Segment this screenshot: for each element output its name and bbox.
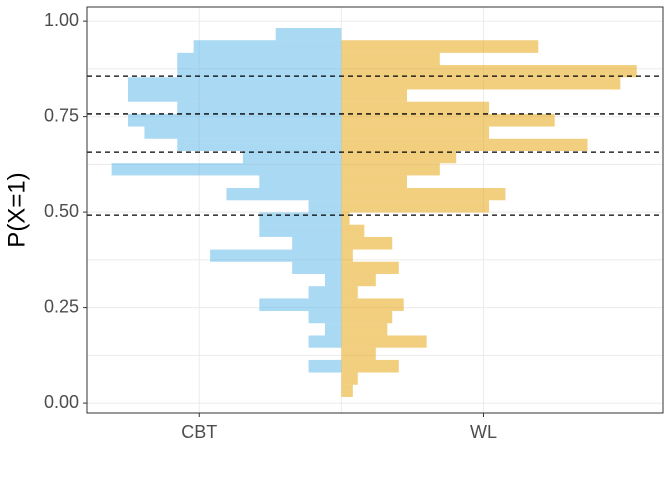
- bar: [341, 384, 353, 397]
- bar: [341, 65, 637, 78]
- bar: [341, 150, 457, 164]
- bar: [308, 335, 342, 348]
- bar: [292, 236, 342, 250]
- bar: [177, 101, 342, 114]
- bar: [341, 89, 407, 102]
- bar: [259, 175, 342, 189]
- y-tick-label: 0.25: [44, 296, 79, 316]
- bar: [210, 249, 342, 262]
- bar: [308, 311, 342, 324]
- bar: [128, 89, 342, 102]
- bar: [341, 126, 490, 139]
- bar: [341, 298, 404, 312]
- y-axis-label: P(X=1): [3, 172, 30, 247]
- bar: [341, 224, 365, 237]
- bar: [341, 311, 393, 324]
- bar: [308, 286, 342, 299]
- bar: [341, 335, 427, 348]
- bar: [128, 113, 342, 127]
- bar: [324, 323, 342, 336]
- bar: [341, 175, 407, 189]
- bar: [341, 273, 376, 287]
- bar: [341, 200, 490, 213]
- bar: [275, 28, 342, 41]
- bar: [341, 372, 358, 385]
- bar: [341, 113, 555, 127]
- y-tick-label: 1.00: [44, 10, 79, 30]
- bar: [128, 77, 342, 90]
- bar: [292, 261, 342, 274]
- y-tick-label: 0.50: [44, 201, 79, 221]
- bar: [177, 52, 342, 66]
- y-tick-label: 0.75: [44, 105, 79, 125]
- bar: [193, 40, 342, 53]
- bar: [341, 323, 388, 336]
- bar: [259, 212, 342, 225]
- x-tick-label: WL: [470, 422, 497, 442]
- bar: [177, 138, 342, 151]
- bar: [341, 261, 399, 274]
- bar: [308, 359, 342, 373]
- bar: [259, 298, 342, 312]
- bar: [341, 359, 399, 373]
- bar: [341, 188, 506, 201]
- bar: [341, 138, 588, 151]
- bar: [341, 101, 490, 114]
- bar: [341, 286, 358, 299]
- bar: [259, 224, 342, 237]
- bar: [341, 52, 440, 66]
- bar: [341, 77, 621, 90]
- panel-border: [86, 6, 664, 414]
- y-tick-label: 0.00: [44, 392, 79, 412]
- bar: [341, 212, 350, 225]
- bar: [308, 200, 342, 213]
- bar: [341, 236, 393, 250]
- bar: [111, 163, 342, 176]
- bar: [341, 347, 376, 360]
- bar: [144, 126, 342, 139]
- bar: [341, 163, 440, 176]
- bar: [226, 188, 342, 201]
- bar: [324, 273, 342, 287]
- bar: [177, 65, 342, 78]
- bar: [242, 150, 342, 164]
- bar: [341, 40, 539, 53]
- x-tick-label: CBT: [181, 422, 217, 442]
- bar: [341, 249, 353, 262]
